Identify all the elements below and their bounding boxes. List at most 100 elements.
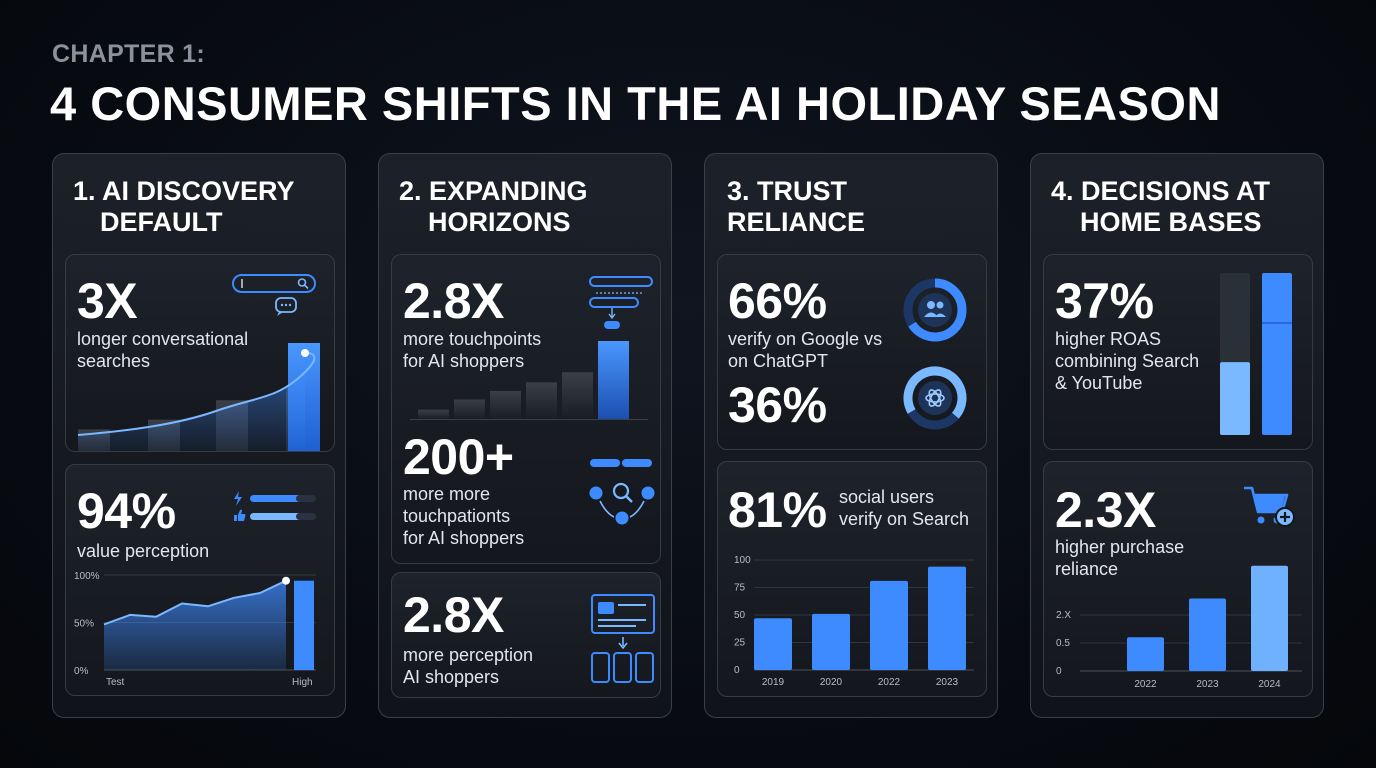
x-tick-label: 2024: [1258, 679, 1281, 690]
chart-bar: [754, 618, 792, 670]
column-title-line2: HORIZONS: [428, 207, 571, 237]
chart-area: [78, 352, 315, 451]
browser-cards-icon: [591, 594, 655, 683]
desc-line: for AI shoppers: [403, 351, 525, 371]
column-title-line1: 1. AI DISCOVERY: [73, 176, 295, 206]
stat-card-value-perception: 94% value perception 100% 50% 0% Test High: [65, 464, 335, 696]
column-title-line1: 3. TRUST: [727, 176, 848, 206]
column-title: 1. AI DISCOVERY DEFAULT: [53, 176, 345, 238]
stat-description: higher ROAS combining Search & YouTube: [1055, 328, 1199, 394]
stat-value-secondary: 36%: [728, 377, 827, 433]
stat-card-roas: 37% higher ROAS combining Search & YouTu…: [1043, 254, 1313, 450]
column-trust-reliance: 3. TRUST RELIANCE 66% verify on Google v…: [704, 153, 998, 718]
stat-value: 2.8X: [403, 587, 504, 643]
network-search-icon: [589, 459, 655, 525]
stat-value: 2.3X: [1055, 482, 1156, 538]
column-title-line2: DEFAULT: [100, 207, 223, 237]
x-tick-label: Test: [106, 677, 125, 688]
y-tick-label: 50%: [74, 619, 94, 630]
desc-line: searches: [77, 351, 151, 371]
chart-bar: [1220, 362, 1250, 435]
y-tick-label: 0%: [74, 666, 89, 677]
y-tick-label: 2.X: [1056, 610, 1071, 621]
chart-bar: [1262, 273, 1292, 435]
x-tick-label: High: [292, 677, 313, 688]
desc-line: AI shoppers: [403, 667, 500, 687]
touchpoints-chart: [418, 341, 629, 419]
value-perception-chart: 100% 50% 0% Test High: [74, 571, 316, 688]
y-tick-label: 25: [734, 638, 746, 649]
desc-line: longer conversational: [77, 329, 249, 349]
stat-value: 94%: [77, 483, 176, 539]
column-home-bases: 4. DECISIONS AT HOME BASES 37% higher RO…: [1030, 153, 1324, 718]
stat-value: 200+: [403, 429, 514, 485]
chart-line: [77, 351, 316, 436]
chart-bar: [1127, 637, 1164, 671]
chart-bar: [870, 580, 908, 670]
column-expanding-horizons: 2. EXPANDING HORIZONS 2.8X more touchpoi…: [378, 153, 672, 718]
stat-description: verify on Google vs on ChatGPT: [728, 328, 882, 372]
desc-line: verify on Search: [839, 509, 970, 529]
x-tick-label: 2019: [762, 677, 785, 688]
y-tick-label: 0: [734, 665, 740, 676]
chart-bar: [490, 390, 521, 419]
stat-card-touchpoints: 2.8X more touchpoints for AI shoppers 20…: [391, 254, 661, 564]
desc-line: higher ROAS: [1055, 329, 1162, 349]
chart-bar: [418, 409, 449, 419]
chart-bar: [928, 566, 966, 670]
stat-description: value perception: [77, 541, 210, 561]
desc-line: social users: [839, 487, 935, 507]
stat-description: longer conversational searches: [77, 328, 248, 372]
stat-description: more more touchpationts for AI shoppers: [403, 483, 524, 549]
stat-description: more perception AI shoppers: [403, 644, 533, 688]
desc-line: more touchpoints: [403, 329, 542, 349]
stat-description: more touchpoints for AI shoppers: [403, 328, 541, 372]
growth-chart: [77, 343, 320, 451]
column-title: 3. TRUST RELIANCE: [705, 176, 997, 238]
stat-value: 3X: [77, 273, 138, 329]
y-tick-label: 100: [734, 555, 751, 566]
stat-value: 81%: [728, 482, 827, 538]
roas-bars: [1220, 273, 1292, 435]
stat-value: 2.8X: [403, 273, 504, 329]
chart-area: [104, 580, 286, 670]
y-tick-label: 75: [734, 583, 746, 594]
x-tick-label: 2023: [936, 677, 959, 688]
chart-bar: [1189, 598, 1226, 671]
search-chat-icon: [232, 274, 316, 316]
column-title-line1: 4. DECISIONS AT: [1051, 176, 1271, 206]
chart-bar: [1251, 565, 1288, 671]
y-tick-label: 0: [1056, 666, 1062, 677]
chart-point: [282, 576, 290, 585]
flowchart-icon: [589, 276, 653, 329]
stat-card-conversational-searches: 3X longer conversational searches: [65, 254, 335, 452]
stat-card-purchase-reliance: 2.3X higher purchase reliance 2.X 0.5 0 202…: [1043, 461, 1313, 697]
stat-value: 37%: [1055, 273, 1154, 329]
stat-card-perception: 2.8X more perception AI shoppers: [391, 572, 661, 698]
desc-line: combining Search: [1055, 351, 1200, 371]
x-tick-label: 2022: [1134, 679, 1157, 690]
stat-description: social users verify on Search: [839, 486, 969, 530]
chart-bar: [598, 341, 629, 419]
desc-line: reliance: [1055, 559, 1119, 579]
desc-line: for AI shoppers: [403, 528, 525, 548]
x-tick-label: 2022: [878, 677, 901, 688]
y-tick-label: 50: [734, 610, 746, 621]
desc-line: more more: [403, 484, 491, 504]
column-title-line2: HOME BASES: [1080, 207, 1262, 237]
x-tick-label: 2023: [1196, 679, 1219, 690]
chart-point: [301, 349, 309, 357]
lightning-thumbs-icon: [234, 491, 316, 521]
page-title: 4 CONSUMER SHIFTS IN THE AI HOLIDAY SEAS…: [50, 77, 1221, 130]
desc-line: verify on Google vs: [728, 329, 883, 349]
chatgpt-donut-icon: [903, 366, 967, 430]
column-title: 4. DECISIONS AT HOME BASES: [1031, 176, 1323, 238]
desc-line: higher purchase: [1055, 537, 1185, 557]
cart-add-icon: [1244, 486, 1295, 527]
verify-bar-chart: 100 75 50 25 0 2019 2020 2022 2023: [734, 555, 974, 688]
y-tick-label: 100%: [74, 571, 100, 582]
column-title-line1: 2. EXPANDING: [399, 176, 588, 206]
chart-bar: [812, 613, 850, 670]
desc-line: more perception: [403, 645, 534, 665]
divider: [410, 419, 648, 420]
